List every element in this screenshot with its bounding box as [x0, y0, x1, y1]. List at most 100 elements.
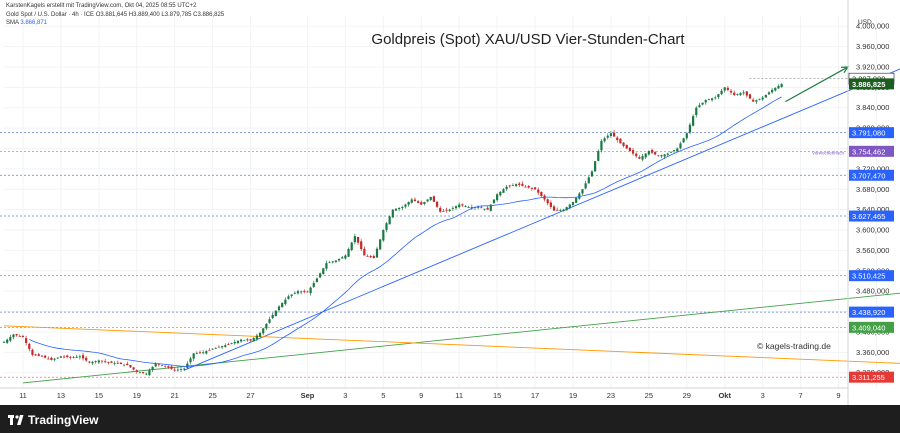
currency-label: USD	[858, 19, 872, 26]
candle-body	[454, 206, 458, 209]
candle-body	[129, 365, 132, 368]
candle-body	[413, 199, 417, 202]
candle-body	[467, 207, 470, 208]
candle-body	[43, 355, 47, 358]
chart-title: Goldpreis (Spot) XAU/USD Vier-Stunden-Ch…	[371, 31, 685, 48]
candle-body	[660, 155, 663, 157]
candle-body	[366, 255, 369, 257]
candle-body	[81, 355, 85, 359]
candle-body	[372, 256, 375, 259]
price-label-text: 3.311,255	[852, 373, 885, 382]
candle-body	[363, 248, 366, 256]
candle-body	[445, 209, 448, 211]
candle-body	[233, 341, 236, 344]
candle-body	[736, 94, 739, 95]
x-tick-label: 21	[171, 391, 179, 400]
candle-body	[524, 186, 527, 188]
candle-body	[774, 87, 777, 91]
candle-body	[34, 354, 37, 356]
candle-body	[40, 355, 44, 357]
candle-body	[211, 348, 214, 350]
x-tick-label: 5	[381, 391, 385, 400]
candle-body	[714, 97, 717, 99]
trend-lines	[3, 66, 900, 384]
x-tick-label: Sep	[301, 391, 315, 400]
candle-body	[486, 207, 489, 210]
candle-body	[511, 185, 515, 186]
candle-body	[28, 343, 31, 349]
candle-body	[100, 360, 104, 362]
candle-body	[107, 361, 110, 363]
candle-body	[15, 334, 18, 336]
candle-body	[499, 191, 502, 196]
candle-body	[710, 98, 714, 101]
candle-body	[31, 349, 34, 355]
candle-body	[94, 361, 97, 362]
candle-body	[590, 171, 594, 177]
candle-body	[221, 346, 224, 348]
y-tick-label: 3.600,000	[856, 226, 889, 235]
candle-body	[135, 370, 138, 372]
x-tick-label: 9	[419, 391, 423, 400]
candle-body	[116, 362, 119, 364]
candle-body	[2, 342, 6, 343]
candle-body	[350, 242, 353, 251]
candle-body	[119, 362, 123, 365]
indicator-label: SMA	[6, 20, 19, 26]
candle-body	[9, 337, 12, 341]
candle-body	[202, 352, 205, 354]
candle-body	[148, 370, 151, 375]
candle-body	[69, 357, 72, 358]
candle-body	[59, 356, 63, 358]
candle-body	[682, 138, 685, 143]
price-label-text: 3.627,465	[852, 212, 885, 221]
x-tick-label: 15	[493, 391, 501, 400]
candle-body	[423, 202, 426, 204]
candle-body	[160, 365, 164, 367]
candle-body	[673, 150, 676, 151]
candle-body	[277, 306, 281, 311]
candle-body	[701, 102, 704, 105]
candle-body	[176, 369, 179, 371]
price-labels: 3.897,0003.886,8253.791,0803.754,462Vorw…	[812, 72, 895, 383]
candle-body	[145, 373, 148, 375]
candle-body	[594, 161, 597, 172]
x-tick-label: 23	[607, 391, 615, 400]
candle-body	[435, 201, 439, 207]
x-tick-label: 3	[761, 391, 765, 400]
candle-body	[707, 99, 711, 101]
candle-body	[138, 372, 142, 374]
candle-body	[448, 209, 451, 212]
orange-resistance-line	[3, 325, 900, 364]
candle-body	[606, 135, 609, 138]
candle-body	[230, 343, 233, 344]
x-tick-label: 3	[343, 391, 347, 400]
attribution-line: KarstenKagels erstellt mit TradingView.c…	[6, 3, 197, 9]
candle-body	[432, 196, 436, 202]
x-tick-label: 17	[531, 391, 539, 400]
candle-body	[695, 107, 698, 116]
candle-body	[56, 357, 59, 359]
candle-body	[85, 357, 88, 361]
indicator-line: SMA 3.866,871	[6, 20, 224, 26]
candle-body	[619, 138, 622, 144]
candle-body	[126, 363, 129, 366]
tradingview-logo[interactable]: TradingView	[8, 413, 98, 427]
candle-body	[388, 216, 391, 225]
candle-body	[565, 207, 568, 211]
candle-body	[631, 150, 635, 154]
candle-body	[666, 153, 669, 155]
x-tick-label: 9	[836, 391, 840, 400]
candle-body	[337, 258, 341, 261]
candle-body	[360, 241, 363, 250]
candle-body	[410, 199, 413, 203]
candle-body	[88, 361, 91, 363]
candle-body	[723, 87, 726, 91]
candle-body	[401, 207, 404, 209]
candle-body	[379, 239, 382, 250]
candle-body	[726, 87, 729, 90]
candle-body	[205, 351, 208, 354]
candle-body	[546, 199, 549, 204]
candle-body	[612, 132, 616, 137]
